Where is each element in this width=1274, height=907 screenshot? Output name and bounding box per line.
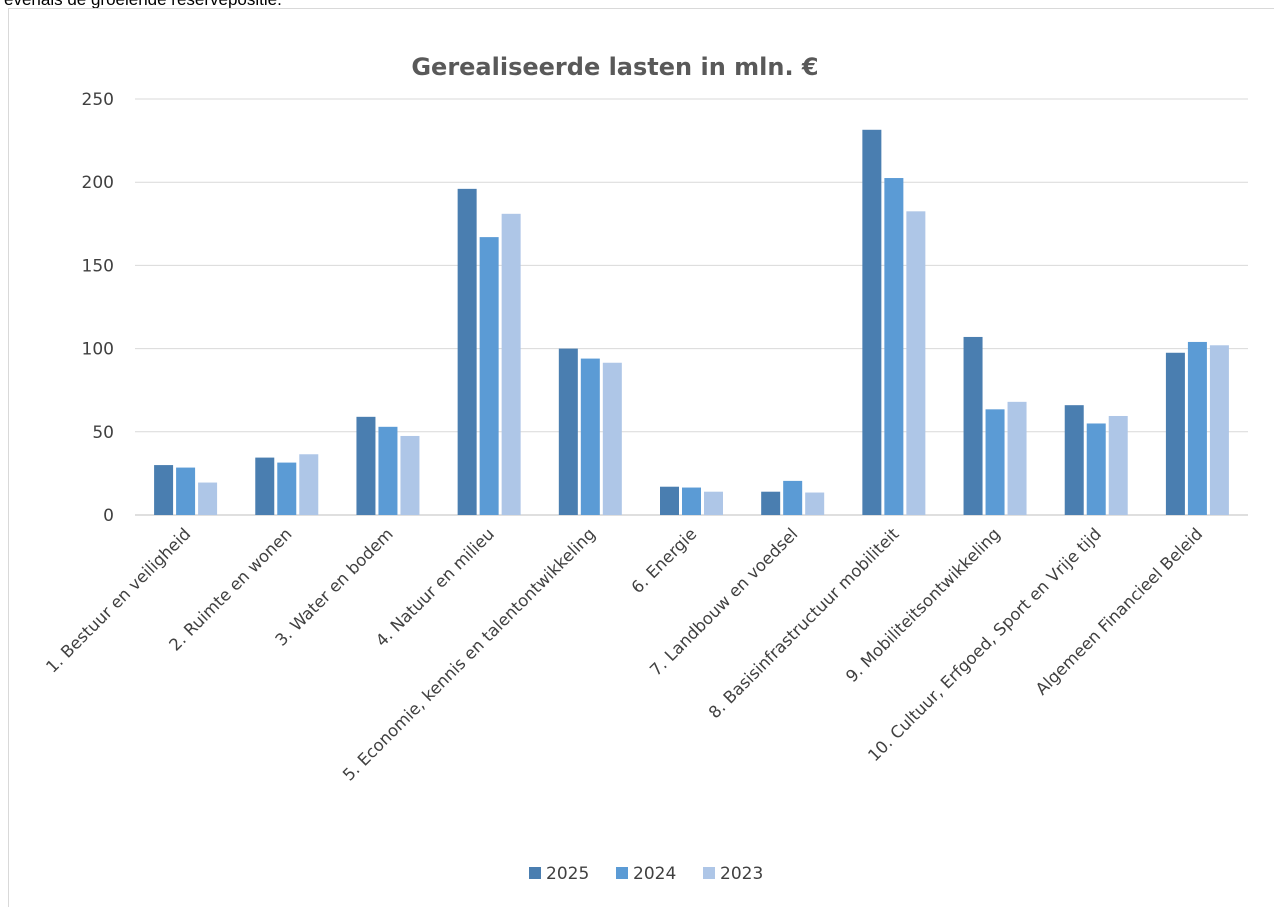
bar-2025 — [558, 348, 578, 515]
legend-swatch-2023 — [703, 867, 715, 879]
bar-2025 — [457, 188, 477, 515]
bar-2023 — [1108, 415, 1128, 515]
bars — [154, 129, 1229, 516]
bar-2024 — [378, 426, 398, 515]
legend-label: 2025 — [546, 864, 589, 884]
x-tick-label: 1. Bestuur en veiligheid — [42, 524, 194, 676]
y-tick-label: 250 — [82, 90, 114, 110]
bar-2024 — [884, 178, 904, 516]
bar-2023 — [1007, 401, 1027, 515]
bar-2023 — [299, 454, 319, 515]
bar-2024 — [682, 487, 701, 515]
intro-text: evenals de groeiende reservepositie. — [4, 0, 282, 10]
y-tick-label: 100 — [82, 340, 114, 360]
chart-title: Gerealiseerde lasten in mln. € — [411, 53, 818, 81]
y-tick-label: 150 — [82, 256, 114, 276]
bar-2024 — [783, 480, 803, 515]
y-tick-label: 50 — [92, 423, 114, 443]
legend-label: 2023 — [720, 864, 763, 884]
y-tick-label: 0 — [103, 506, 114, 526]
bar-2023 — [906, 211, 926, 515]
y-tick-label: 200 — [82, 173, 114, 193]
bar-2024 — [580, 358, 600, 515]
bar-2024 — [176, 467, 196, 515]
bar-2025 — [761, 491, 781, 515]
legend: 2025 2024 2023 — [529, 864, 763, 884]
bar-2025 — [1064, 405, 1084, 515]
bar-2025 — [660, 486, 679, 515]
bar-2024 — [985, 409, 1005, 515]
y-axis-ticks: 0 50 100 150 200 250 — [82, 90, 114, 526]
bar-2023 — [805, 492, 825, 515]
bar-2023 — [704, 491, 723, 515]
x-tick-label: Algemeen Financieel Beleid — [1032, 524, 1206, 698]
x-tick-label: 10. Cultuur, Erfgoed, Sport en Vrije tij… — [864, 524, 1105, 765]
x-tick-label: 8. Basisinfrastructuur mobiliteit — [705, 524, 903, 722]
legend-swatch-2025 — [529, 867, 541, 879]
bar-2023 — [198, 482, 218, 515]
bar-2025 — [963, 336, 983, 515]
bar-2025 — [255, 457, 275, 515]
bar-2023 — [501, 213, 521, 516]
legend-swatch-2024 — [616, 867, 628, 879]
bar-2025 — [862, 129, 882, 515]
gridlines — [135, 98, 1248, 516]
bar-2024 — [1086, 423, 1106, 515]
bar-2023 — [400, 435, 420, 515]
bar-2023 — [602, 362, 622, 515]
bar-2024 — [277, 462, 297, 515]
bar-2024 — [479, 237, 499, 515]
bar-2025 — [356, 416, 376, 515]
x-tick-label: 6. Energie — [628, 524, 701, 597]
bar-2025 — [154, 465, 174, 515]
bar-2025 — [1165, 352, 1185, 515]
chart-frame — [8, 8, 1274, 907]
legend-label: 2024 — [633, 864, 676, 884]
bar-2023 — [1209, 345, 1229, 515]
bar-2024 — [1187, 341, 1207, 515]
